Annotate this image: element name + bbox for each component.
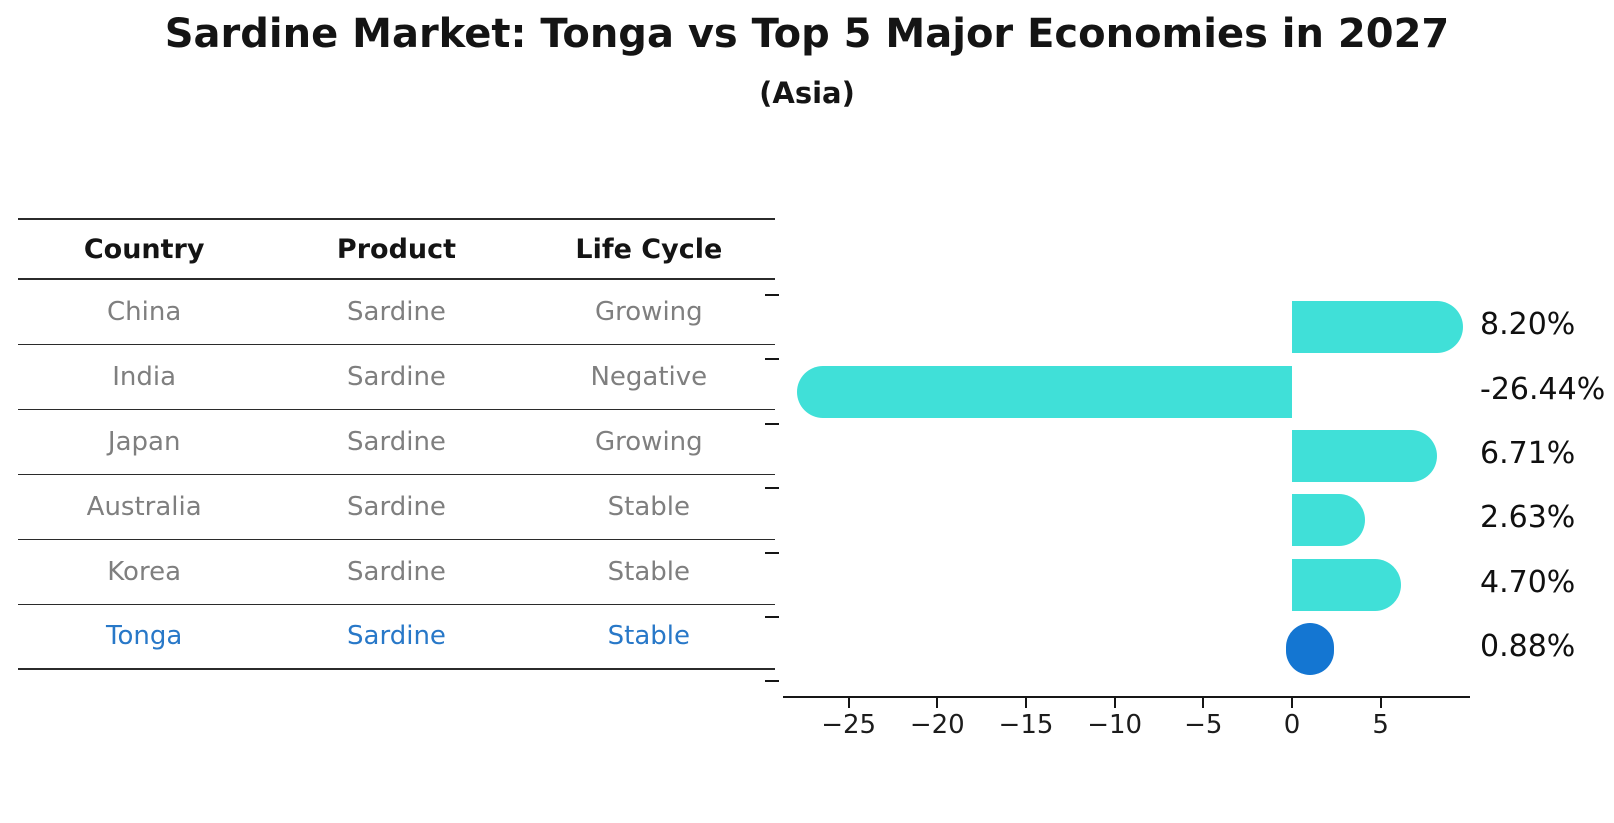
cell-country: Australia <box>86 491 202 522</box>
bar-value-label: 2.63% <box>1480 500 1576 536</box>
cell-life-cycle: Stable <box>607 621 690 652</box>
x-axis-line <box>783 696 1470 698</box>
cell-product: Sardine <box>347 426 446 457</box>
column-header-product: Product <box>336 233 457 265</box>
cell-product: Sardine <box>347 491 446 522</box>
cell-country: India <box>112 361 177 392</box>
x-axis-tick <box>936 698 939 708</box>
column-header-country: Country <box>83 233 205 265</box>
cell-life-cycle: Growing <box>595 426 703 457</box>
y-axis-minor-tick <box>765 616 779 618</box>
cell-life-cycle: Stable <box>607 556 690 587</box>
y-axis-minor-tick <box>765 680 779 683</box>
cell-product: Sardine <box>347 621 446 652</box>
table-row: Australia Sardine Stable <box>18 474 775 539</box>
table-row: Japan Sardine Growing <box>18 409 775 474</box>
country-table: Country Product Life Cycle China Sardine… <box>18 218 775 670</box>
bar-japan <box>1292 430 1437 482</box>
y-axis-minor-tick <box>765 551 779 554</box>
cell-product: Sardine <box>347 361 446 392</box>
x-axis-tick-label: 5 <box>1372 710 1389 740</box>
x-axis-tick <box>1291 698 1293 708</box>
table-header-row: Country Product Life Cycle <box>18 219 775 279</box>
x-axis-tick <box>1202 698 1205 708</box>
y-axis-minor-tick <box>765 294 779 296</box>
bar-value-label: -26.44% <box>1480 371 1606 407</box>
bar-value-label: 6.71% <box>1480 436 1576 471</box>
x-axis-tick-label: −15 <box>998 710 1054 740</box>
column-header-life-cycle: Life Cycle <box>575 233 723 265</box>
table-row-highlighted: Tonga Sardine Stable <box>18 604 775 669</box>
bar-value-label: 0.88% <box>1480 629 1576 665</box>
bar-value-label: 4.70% <box>1480 564 1576 600</box>
x-axis-tick <box>1024 698 1027 708</box>
x-axis-tick <box>1113 698 1116 708</box>
bar-tonga <box>1286 623 1334 676</box>
x-axis-tick-label: −5 <box>1184 710 1223 740</box>
y-axis-minor-tick <box>765 487 779 490</box>
cell-country: Japan <box>107 426 181 457</box>
cell-country: Tonga <box>106 621 183 652</box>
cell-product: Sardine <box>347 556 446 587</box>
cell-product: Sardine <box>347 296 446 327</box>
bar-value-label: 8.20% <box>1480 307 1576 343</box>
cell-country: Korea <box>107 556 182 587</box>
cell-country: China <box>107 296 182 327</box>
cell-life-cycle: Negative <box>590 361 708 392</box>
x-axis-tick-label: −25 <box>821 710 877 740</box>
y-axis-minor-tick <box>765 358 779 361</box>
table-row: Korea Sardine Stable <box>18 539 775 604</box>
table-row: India Sardine Negative <box>18 344 775 409</box>
x-axis-tick-label: −20 <box>909 710 965 740</box>
x-axis-tick <box>1379 698 1382 708</box>
chart-title: Sardine Market: Tonga vs Top 5 Major Eco… <box>164 11 1450 57</box>
cell-life-cycle: Growing <box>595 296 703 327</box>
cell-life-cycle: Stable <box>607 491 690 522</box>
x-axis-tick-label: −10 <box>1087 710 1143 740</box>
bar-india <box>797 365 1292 418</box>
chart-subtitle: (Asia) <box>759 76 855 110</box>
bar-china <box>1292 301 1464 354</box>
x-axis-tick <box>847 698 850 708</box>
bar-australia <box>1292 494 1365 547</box>
bar-korea <box>1292 558 1402 611</box>
table-row: China Sardine Growing <box>18 279 775 344</box>
y-axis-minor-tick <box>765 422 779 425</box>
x-axis-tick-label: 0 <box>1283 710 1301 740</box>
